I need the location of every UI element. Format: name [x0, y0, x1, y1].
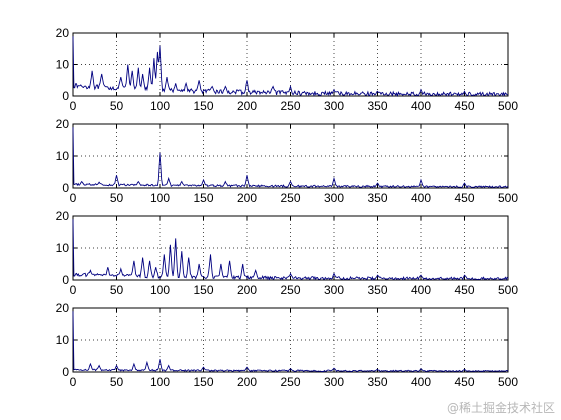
y-tick-label: 0 — [62, 89, 69, 103]
x-tick-label: 0 — [70, 283, 77, 297]
x-tick-label: 400 — [411, 99, 431, 113]
x-tick-label: 400 — [411, 283, 431, 297]
x-tick-label: 350 — [367, 99, 387, 113]
y-tick-label: 0 — [62, 365, 69, 379]
x-tick-label: 250 — [280, 375, 300, 389]
x-tick-label: 450 — [454, 375, 474, 389]
y-tick-label: 10 — [56, 58, 70, 72]
x-tick-label: 100 — [150, 283, 170, 297]
x-tick-label: 50 — [110, 283, 124, 297]
x-tick-label: 250 — [280, 283, 300, 297]
x-tick-label: 500 — [498, 191, 518, 205]
x-tick-label: 200 — [237, 99, 257, 113]
x-tick-label: 450 — [454, 191, 474, 205]
y-tick-label: 0 — [62, 181, 69, 195]
x-tick-label: 300 — [324, 283, 344, 297]
x-tick-label: 150 — [193, 375, 213, 389]
x-tick-label: 150 — [193, 99, 213, 113]
x-tick-label: 50 — [110, 191, 124, 205]
x-tick-label: 0 — [70, 191, 77, 205]
y-tick-label: 10 — [56, 241, 70, 255]
x-tick-label: 300 — [324, 191, 344, 205]
x-tick-label: 300 — [324, 375, 344, 389]
x-tick-label: 0 — [70, 375, 77, 389]
x-tick-label: 50 — [110, 375, 124, 389]
y-tick-label: 10 — [56, 333, 70, 347]
x-tick-label: 400 — [411, 375, 431, 389]
y-tick-label: 20 — [56, 117, 70, 131]
series-line — [72, 311, 509, 373]
x-tick-label: 200 — [237, 375, 257, 389]
x-tick-label: 350 — [367, 283, 387, 297]
y-tick-label: 20 — [56, 26, 70, 40]
x-tick-label: 100 — [150, 191, 170, 205]
x-tick-label: 100 — [150, 375, 170, 389]
x-tick-label: 0 — [70, 99, 77, 113]
series-line — [72, 127, 509, 189]
x-tick-label: 350 — [367, 191, 387, 205]
x-tick-label: 450 — [454, 283, 474, 297]
x-tick-label: 50 — [110, 99, 124, 113]
subplot-4: 0 50 100 150 200 250 300 350 400 450 500 0 10 20 — [56, 301, 519, 389]
x-tick-label: 200 — [237, 283, 257, 297]
x-tick-label: 200 — [237, 191, 257, 205]
subplot-1: 0 50 100 150 200 250 300 350 400 450 500 0 10 20 — [56, 26, 519, 113]
y-tick-label: 20 — [56, 209, 70, 223]
x-tick-label: 500 — [498, 99, 518, 113]
x-tick-label: 350 — [367, 375, 387, 389]
x-tick-label: 150 — [193, 283, 213, 297]
x-tick-label: 100 — [150, 99, 170, 113]
x-tick-label: 300 — [324, 99, 344, 113]
x-tick-label: 150 — [193, 191, 213, 205]
y-tick-label: 10 — [56, 149, 70, 163]
series-line — [72, 36, 509, 97]
x-tick-label: 400 — [411, 191, 431, 205]
x-tick-label: 250 — [280, 191, 300, 205]
x-tick-label: 250 — [280, 99, 300, 113]
y-tick-label: 20 — [56, 301, 70, 315]
subplot-3: 0 50 100 150 200 250 300 350 400 450 500 0 10 20 — [56, 209, 519, 297]
x-tick-label: 450 — [454, 99, 474, 113]
x-tick-label: 500 — [498, 283, 518, 297]
x-tick-label: 500 — [498, 375, 518, 389]
series-line — [72, 219, 509, 281]
subplot-2: 0 50 100 150 200 250 300 350 400 450 500 0 10 20 — [56, 117, 519, 205]
y-tick-label: 0 — [62, 273, 69, 287]
watermark: @稀土掘金技术社区 — [446, 401, 555, 415]
